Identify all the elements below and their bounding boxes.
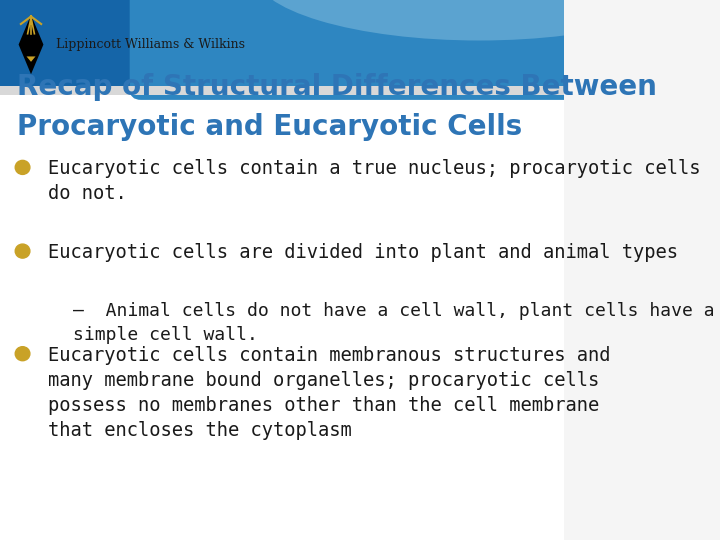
Circle shape — [15, 160, 30, 174]
FancyBboxPatch shape — [0, 86, 564, 94]
Text: Lippincott Williams & Wilkins: Lippincott Williams & Wilkins — [56, 38, 246, 51]
Text: Eucaryotic cells contain membranous structures and
many membrane bound organelle: Eucaryotic cells contain membranous stru… — [48, 346, 611, 440]
Text: Eucaryotic cells are divided into plant and animal types: Eucaryotic cells are divided into plant … — [48, 243, 678, 262]
Circle shape — [15, 347, 30, 361]
FancyBboxPatch shape — [0, 0, 564, 89]
FancyBboxPatch shape — [130, 0, 575, 100]
Circle shape — [15, 244, 30, 258]
Text: Eucaryotic cells contain a true nucleus; procaryotic cells
do not.: Eucaryotic cells contain a true nucleus;… — [48, 159, 701, 203]
Polygon shape — [19, 15, 43, 75]
Text: Procaryotic and Eucaryotic Cells: Procaryotic and Eucaryotic Cells — [17, 113, 522, 141]
Text: Recap of Structural Differences Between: Recap of Structural Differences Between — [17, 73, 657, 101]
FancyBboxPatch shape — [0, 94, 564, 540]
Text: –  Animal cells do not have a cell wall, plant cells have a
simple cell wall.: – Animal cells do not have a cell wall, … — [73, 302, 715, 344]
Polygon shape — [27, 56, 35, 62]
Ellipse shape — [253, 0, 705, 40]
